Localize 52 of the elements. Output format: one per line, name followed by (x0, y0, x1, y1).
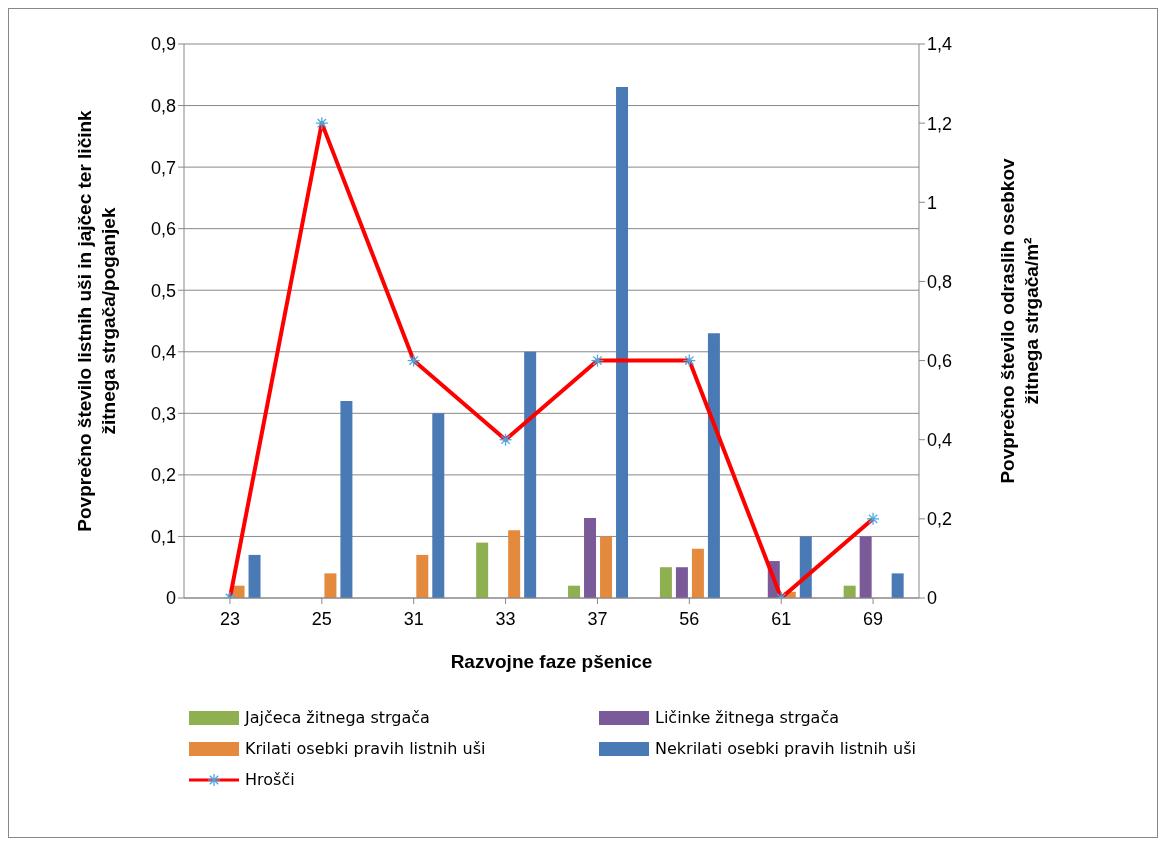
x-tick-label: 23 (219, 608, 240, 629)
y-tick-label: 0,3 (150, 403, 176, 424)
y2-tick-label: 1 (927, 192, 938, 213)
y2-tick-label: 1,2 (927, 113, 953, 134)
y2-tick-label: 1,4 (927, 34, 953, 55)
bar (799, 536, 812, 598)
x-tick-label: 61 (771, 608, 792, 629)
bar (600, 536, 613, 598)
y-tick-label: 0,6 (150, 219, 176, 240)
y-tick-label: 0,1 (150, 526, 176, 547)
y-axis-title: Povprečno število listnih uši in jajčec ter ličink žitnega strgača/poganjek (74, 109, 119, 532)
y2-tick-label: 0,6 (927, 350, 953, 371)
y-tick-label: 0,9 (150, 34, 176, 55)
bar (616, 87, 629, 598)
y2-tick-label: 0,4 (927, 430, 953, 451)
y-tick-label: 0,4 (150, 342, 176, 363)
y2-tick-label: 0,2 (927, 509, 953, 530)
legend-label: Jajčeca žitnega strgača (245, 708, 430, 727)
x-axis-title: Razvojne faze pšenice (450, 651, 653, 672)
x-tick-label: 56 (679, 608, 700, 629)
x-tick-label: 25 (311, 608, 332, 629)
y-tick-label: 0,8 (150, 95, 176, 116)
bar (891, 573, 904, 598)
bar (248, 554, 261, 598)
bar (859, 536, 872, 598)
x-tick-label: 33 (495, 608, 516, 629)
bar (324, 573, 337, 598)
bar (659, 567, 672, 598)
bar (432, 413, 445, 598)
y-tick-label: 0,2 (150, 465, 176, 486)
bar (524, 351, 537, 598)
x-tick-label: 69 (863, 608, 884, 629)
y-tick-label: 0,7 (150, 157, 176, 178)
y2-tick-label: 0 (927, 588, 938, 609)
y2-tick-label: 0,8 (927, 271, 953, 292)
x-tick-label: 31 (403, 608, 424, 629)
legend-label: Krilati osebki pravih listnih uši (245, 739, 486, 758)
bar (508, 530, 521, 598)
bar (675, 567, 688, 598)
bar (476, 542, 489, 598)
legend-label: Nekrilati osebki pravih listnih uši (655, 739, 916, 758)
y-tick-label: 0 (165, 588, 176, 609)
y-tick-label: 0,5 (150, 280, 176, 301)
legend-label: Ličinke žitnega strgača (655, 708, 839, 727)
x-tick-label: 37 (587, 608, 608, 629)
bar (416, 554, 429, 598)
bar (707, 333, 720, 598)
bar (691, 548, 704, 598)
bar (340, 401, 353, 598)
y2-axis-title: Povprečno število odraslih osebkov žitnega strgača/m² (997, 157, 1042, 484)
bar (584, 517, 597, 598)
legend-label: Hrošči (245, 770, 295, 789)
